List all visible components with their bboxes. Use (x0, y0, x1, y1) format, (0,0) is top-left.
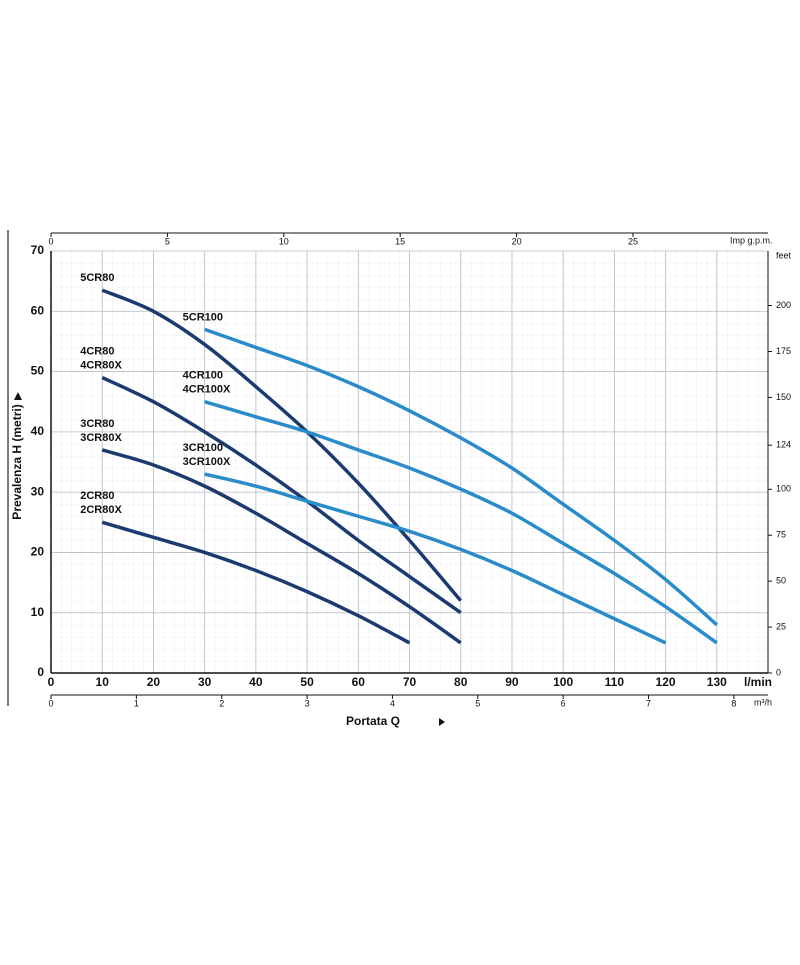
bottom-tick-label: 4 (390, 698, 395, 708)
right-tick-label: 150 (776, 392, 791, 402)
y-tick-label: 50 (31, 364, 45, 378)
bottom-tick-label: 6 (561, 698, 566, 708)
curve-label: 3CR100X (183, 456, 231, 468)
y-tick-label: 30 (31, 484, 45, 498)
y-axis-title: Prevalenza H (metri) (10, 404, 24, 519)
x-tick-label: 90 (505, 675, 519, 689)
y-arrow (14, 392, 22, 400)
right-tick-label: 0 (776, 667, 781, 677)
x-tick-label: 130 (707, 675, 727, 689)
pump-curve (204, 327, 718, 627)
bottom-tick-label: 7 (646, 698, 651, 708)
curve-label: 4CR100X (183, 384, 231, 396)
y-tick-label: 0 (37, 665, 44, 679)
x-tick-label: 100 (553, 675, 573, 689)
curve-label: 3CR80 (80, 418, 114, 430)
curve-label: 4CR80 (80, 346, 114, 358)
pump-curve (101, 448, 462, 645)
top-tick-label: 15 (395, 236, 405, 246)
curve-label: 2CR80X (80, 504, 122, 516)
right-tick-label: 200 (776, 300, 791, 310)
top-tick-label: 25 (628, 236, 638, 246)
curve-label: 5CR100 (183, 311, 223, 323)
x-tick-label: 120 (656, 675, 676, 689)
right-tick-label: 75 (776, 530, 786, 540)
right-tick-label: 25 (776, 621, 786, 631)
x-axis-title: Portata Q (346, 714, 400, 728)
right-tick-label: 124 (776, 440, 791, 450)
bottom-tick-label: 0 (48, 698, 53, 708)
x-unit: l/min (744, 675, 772, 689)
bottom-tick-label: 3 (305, 698, 310, 708)
right-unit: feet (776, 250, 792, 260)
bottom-tick-label: 2 (219, 698, 224, 708)
y-tick-label: 70 (31, 243, 45, 257)
x-tick-label: 10 (96, 675, 110, 689)
pump-curve (101, 288, 463, 602)
curve-label: 3CR100 (183, 442, 223, 454)
x-tick-label: 50 (300, 675, 314, 689)
y-tick-label: 60 (31, 303, 45, 317)
bottom-tick-label: 5 (475, 698, 480, 708)
right-tick-label: 50 (776, 576, 786, 586)
top-tick-label: 10 (279, 236, 289, 246)
top-unit: Imp g.p.m. (730, 235, 773, 245)
x-tick-label: 0 (48, 675, 55, 689)
top-tick-label: 20 (512, 236, 522, 246)
x-tick-label: 80 (454, 675, 468, 689)
bottom-tick-label: 1 (134, 698, 139, 708)
y-tick-label: 40 (31, 424, 45, 438)
curve-label: 2CR80 (80, 490, 114, 502)
x-tick-label: 40 (249, 675, 263, 689)
x-tick-label: 70 (403, 675, 417, 689)
curve-label: 4CR80X (80, 360, 122, 372)
right-tick-label: 175 (776, 346, 791, 356)
pump-curve (101, 520, 411, 645)
x-tick-label: 60 (352, 675, 366, 689)
curve-label: 5CR80 (80, 272, 114, 284)
top-tick-label: 0 (48, 236, 53, 246)
bottom-tick-label: 8 (731, 698, 736, 708)
x-tick-label: 30 (198, 675, 212, 689)
pump-curve (101, 376, 462, 615)
curve-label: 4CR100 (183, 370, 223, 382)
right-tick-label: 100 (776, 484, 791, 494)
bottom-unit: m³/h (754, 697, 772, 707)
y-tick-label: 10 (31, 605, 45, 619)
x-arrow (439, 718, 445, 726)
top-tick-label: 5 (165, 236, 170, 246)
pump-curve (204, 400, 718, 645)
x-tick-label: 20 (147, 675, 161, 689)
curve-label: 3CR80X (80, 432, 122, 444)
pump-curve (204, 472, 667, 645)
y-tick-label: 20 (31, 545, 45, 559)
x-tick-label: 110 (605, 675, 625, 689)
